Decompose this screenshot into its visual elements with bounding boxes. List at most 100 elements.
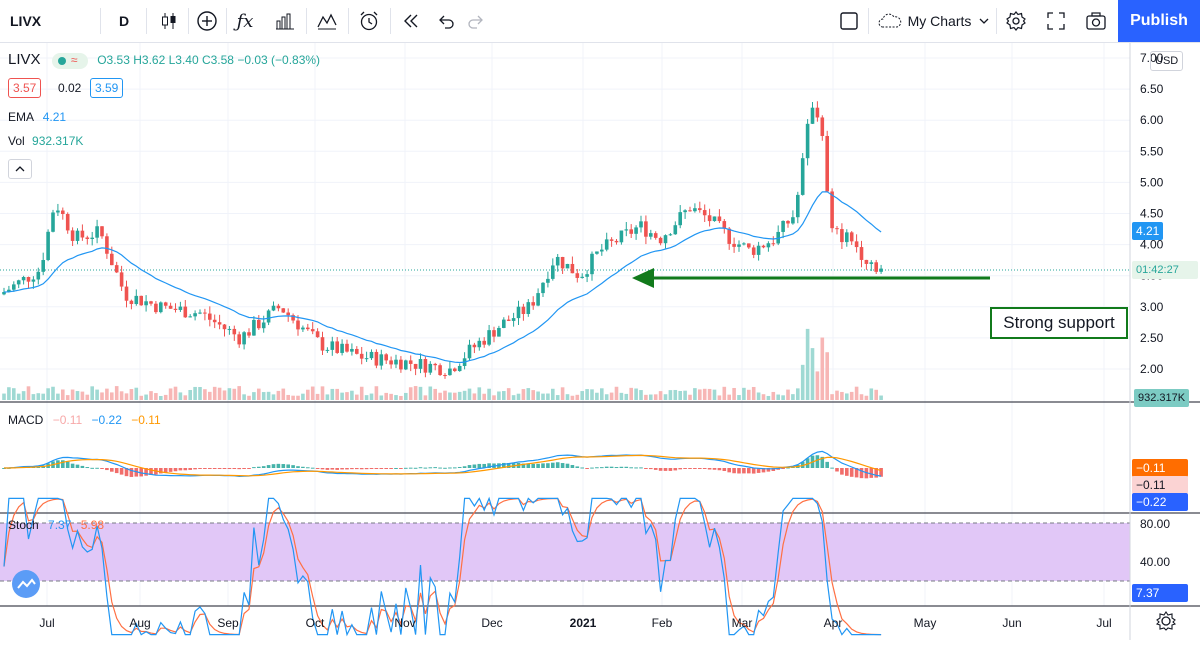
candle-body	[477, 340, 482, 348]
candle-body	[320, 337, 325, 351]
ema-label: EMA	[8, 110, 34, 124]
undo-icon[interactable]	[432, 0, 460, 42]
main-legend: LIVX ≈ O3.53 H3.62 L3.40 C3.58 −0.03 (−0…	[8, 51, 320, 69]
candle-body	[531, 302, 535, 306]
compare-plus-icon[interactable]	[190, 0, 224, 42]
my-charts-button[interactable]: My Charts	[872, 0, 994, 42]
candle-body	[712, 216, 717, 222]
fullscreen-icon[interactable]	[1040, 0, 1072, 42]
volume-bar	[555, 395, 560, 400]
settings-gear-icon[interactable]	[1000, 0, 1032, 42]
macd-hist-bar	[168, 468, 173, 472]
volume-bar	[830, 394, 834, 400]
macd-hist-bar	[737, 468, 741, 474]
volume-bar	[12, 388, 16, 400]
volume-bar	[506, 388, 511, 400]
ema-value: 4.21	[42, 110, 67, 124]
chart-canvas[interactable]: 7.006.506.005.505.004.504.003.503.002.50…	[0, 43, 1200, 640]
financials-bars-icon[interactable]	[268, 0, 302, 42]
templates-icon[interactable]	[310, 0, 344, 42]
macd-hist-bar	[840, 468, 844, 475]
volume-bar	[600, 388, 604, 400]
volume-bar	[149, 391, 153, 400]
macd-hist-bar	[688, 468, 692, 469]
volume-bar	[546, 393, 550, 400]
volume-bar	[859, 394, 864, 400]
redo-icon[interactable]	[462, 0, 490, 42]
my-charts-label: My Charts	[907, 13, 972, 29]
macd-hist-bar	[502, 462, 506, 468]
macd-hist-bar	[183, 468, 188, 471]
currency-label[interactable]: USD	[1150, 51, 1184, 71]
candle-body	[16, 280, 21, 285]
volume-bar	[756, 392, 761, 400]
candle-body	[678, 212, 682, 226]
indicators-fx-icon[interactable]: ƒx	[236, 10, 254, 32]
stoch-tick-80: 80.00	[1140, 517, 1171, 531]
time-tick: May	[914, 616, 937, 630]
macd-hist-bar	[678, 468, 682, 470]
alert-clock-icon[interactable]	[352, 0, 386, 42]
volume-bar	[776, 394, 780, 400]
macd-hist-bar	[663, 468, 668, 471]
volume-bar	[208, 391, 212, 400]
volume-bar	[306, 389, 310, 400]
candle-body	[761, 245, 766, 248]
ask-box[interactable]: 3.59	[90, 78, 124, 98]
macd-line-value: −0.22	[91, 413, 122, 427]
axis-settings-gear-icon[interactable]	[1155, 611, 1177, 631]
candle-body	[570, 263, 575, 274]
price-tick: 3.00	[1140, 300, 1164, 314]
volume-bar	[198, 387, 202, 400]
volume-bar	[815, 371, 820, 400]
symbol-search[interactable]: LIVX	[10, 13, 42, 29]
macd-hist-value: −0.11	[52, 413, 83, 427]
stoch-legend: Stoch 7.37 5.98	[8, 518, 104, 532]
legend-visibility-toggle[interactable]: ≈	[51, 52, 88, 69]
volume-bar	[301, 393, 305, 400]
macd-hist-bar	[242, 468, 246, 469]
ema-price-tag: 4.21	[1132, 222, 1164, 240]
volume-bar	[663, 394, 668, 400]
candle-body	[614, 240, 619, 243]
volume-bar	[761, 394, 766, 400]
volume-bar	[129, 389, 134, 400]
macd-hist-bar	[742, 468, 746, 474]
candle-body	[330, 341, 335, 350]
toolbar-divider	[100, 8, 101, 34]
interval-button[interactable]: D	[118, 13, 130, 29]
collapse-legend-button[interactable]	[8, 159, 32, 179]
candle-body	[355, 348, 359, 354]
candle-body	[350, 348, 354, 352]
strong-support-label[interactable]: Strong support	[990, 307, 1128, 339]
camera-icon[interactable]	[1080, 0, 1112, 42]
macd-hist-bar	[315, 468, 320, 469]
macd-hist-bar	[428, 467, 433, 469]
volume-bar	[678, 390, 682, 400]
stoch-d-value: 5.98	[80, 518, 105, 532]
volume-bar	[712, 389, 717, 400]
volume-bar	[668, 390, 673, 400]
toolbar-divider	[996, 8, 997, 34]
replay-icon[interactable]	[394, 0, 428, 42]
volume-bar	[26, 386, 31, 400]
bid-box[interactable]: 3.57	[8, 78, 42, 98]
layout-square-icon[interactable]	[832, 0, 866, 42]
legend-symbol[interactable]: LIVX	[8, 51, 41, 68]
volume-bar	[384, 392, 388, 400]
candle-body	[124, 286, 129, 301]
macd-hist-bar	[178, 468, 183, 471]
candle-body	[188, 316, 192, 318]
volume-bar	[869, 388, 874, 400]
candles-icon[interactable]	[152, 0, 186, 42]
volume-bar	[840, 391, 844, 400]
macd-signal-value: −0.11	[131, 413, 161, 427]
candle-body	[751, 247, 756, 255]
volume-bar	[21, 391, 26, 400]
publish-button[interactable]: Publish	[1118, 0, 1200, 42]
volume-bar	[595, 392, 599, 400]
candle-body	[511, 318, 516, 321]
candle-body	[315, 331, 320, 338]
candle-body	[590, 253, 594, 275]
chart-area[interactable]: 7.006.506.005.505.004.504.003.503.002.50…	[0, 43, 1200, 640]
